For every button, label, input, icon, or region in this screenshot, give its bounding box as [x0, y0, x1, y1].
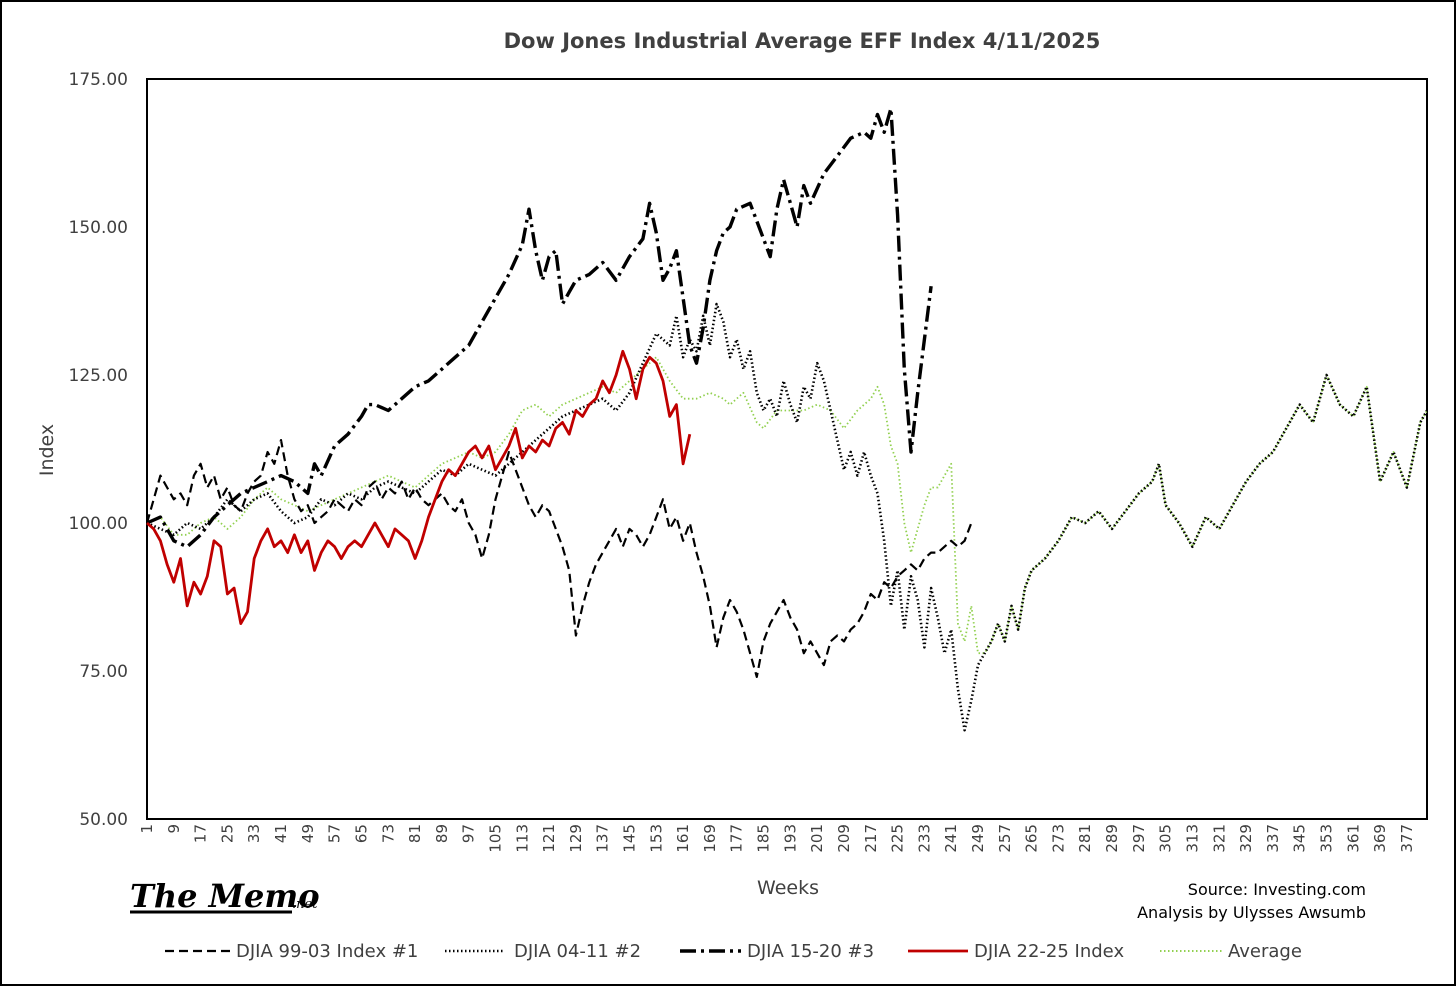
x-tick-label: 9 — [165, 824, 183, 834]
x-tick-label: 113 — [513, 824, 531, 853]
x-tick-label: 65 — [352, 824, 370, 843]
x-tick-label: 241 — [942, 824, 960, 853]
x-tick-label: 81 — [406, 824, 424, 843]
x-tick-label: 73 — [379, 824, 397, 843]
x-tick-label: 185 — [755, 824, 773, 853]
legend-label-1: DJIA 04-11 #2 — [514, 941, 641, 962]
x-tick-label: 17 — [192, 824, 210, 843]
x-tick-label: 225 — [889, 824, 907, 853]
x-tick-label: 313 — [1183, 824, 1201, 853]
series-layer — [145, 106, 1429, 732]
x-tick-label: 137 — [594, 824, 612, 853]
x-tick-label: 289 — [1103, 824, 1121, 853]
logo-text: The Memo — [130, 877, 320, 915]
x-axis-ticks: 1 9 17 25 33 41 49 57 65 73 81 89 97 105 113 121 129 137 1… — [138, 824, 1416, 853]
source-line: Source: Investing.com — [1188, 880, 1366, 899]
x-tick-label: 353 — [1317, 824, 1335, 853]
x-tick-label: 297 — [1130, 824, 1148, 853]
x-tick-label: 369 — [1371, 824, 1389, 853]
x-tick-label: 273 — [1049, 824, 1067, 853]
logo-suffix: .net — [292, 897, 318, 912]
x-tick-label: 377 — [1398, 824, 1416, 853]
series-line-2 — [146, 106, 933, 549]
x-tick-label: 337 — [1264, 824, 1282, 853]
x-tick-label: 33 — [245, 824, 263, 843]
x-tick-label: 121 — [540, 824, 558, 853]
x-tick-label: 305 — [1157, 824, 1175, 853]
x-tick-label: 201 — [808, 824, 826, 853]
chart-title: Dow Jones Industrial Average EFF Index 4… — [504, 29, 1101, 53]
analysis-credit: Analysis by Ulysses Awsumb — [1137, 903, 1366, 922]
series-line-4 — [146, 356, 1428, 655]
x-tick-label: 281 — [1076, 824, 1094, 853]
x-tick-label: 257 — [996, 824, 1014, 853]
legend-label-3: DJIA 22-25 Index — [974, 941, 1124, 962]
x-tick-label: 57 — [326, 824, 344, 843]
y-tick-label: 150.00 — [69, 218, 128, 238]
x-tick-label: 1 — [138, 824, 156, 834]
x-tick-label: 345 — [1291, 824, 1309, 853]
y-tick-label: 125.00 — [69, 366, 128, 386]
x-tick-label: 177 — [728, 824, 746, 853]
x-tick-label: 41 — [272, 824, 290, 843]
x-tick-label: 169 — [701, 824, 719, 853]
x-tick-label: 249 — [969, 824, 987, 853]
x-tick-label: 193 — [781, 824, 799, 853]
legend-label-2: DJIA 15-20 #3 — [747, 941, 874, 962]
x-tick-label: 49 — [299, 824, 317, 843]
y-tick-label: 175.00 — [69, 70, 128, 90]
x-tick-label: 361 — [1344, 824, 1362, 853]
y-axis-label: Index — [36, 424, 58, 476]
x-tick-label: 129 — [567, 824, 585, 853]
x-tick-label: 233 — [915, 824, 933, 853]
x-tick-label: 145 — [621, 824, 639, 853]
x-tick-label: 105 — [486, 824, 504, 853]
y-tick-label: 75.00 — [79, 662, 128, 682]
x-tick-label: 209 — [835, 824, 853, 853]
legend-label-4: Average — [1228, 941, 1302, 962]
x-tick-label: 97 — [460, 824, 478, 843]
x-tick-label: 25 — [218, 824, 236, 843]
x-tick-label: 321 — [1210, 824, 1228, 853]
x-axis-label: Weeks — [757, 877, 819, 899]
legend-label-0: DJIA 99-03 Index #1 — [236, 941, 418, 962]
series-line-1 — [146, 302, 1429, 732]
x-tick-label: 265 — [1023, 824, 1041, 853]
series-line-3 — [146, 349, 692, 625]
legend: DJIA 99-03 Index #1 DJIA 04-11 #2 DJIA 15-… — [165, 941, 1302, 962]
series-line-0 — [145, 439, 973, 678]
y-tick-label: 50.00 — [79, 810, 128, 830]
x-tick-label: 161 — [674, 824, 692, 853]
plot-area — [146, 78, 1428, 820]
y-tick-label: 100.00 — [69, 514, 128, 534]
x-tick-label: 217 — [862, 824, 880, 853]
y-axis-ticks: 50.00 75.00 100.00 125.00 150.00 175.00 — [69, 70, 128, 830]
x-tick-label: 89 — [433, 824, 451, 843]
memo-logo: The Memo .net — [130, 877, 320, 915]
x-tick-label: 153 — [647, 824, 665, 853]
x-tick-label: 329 — [1237, 824, 1255, 853]
